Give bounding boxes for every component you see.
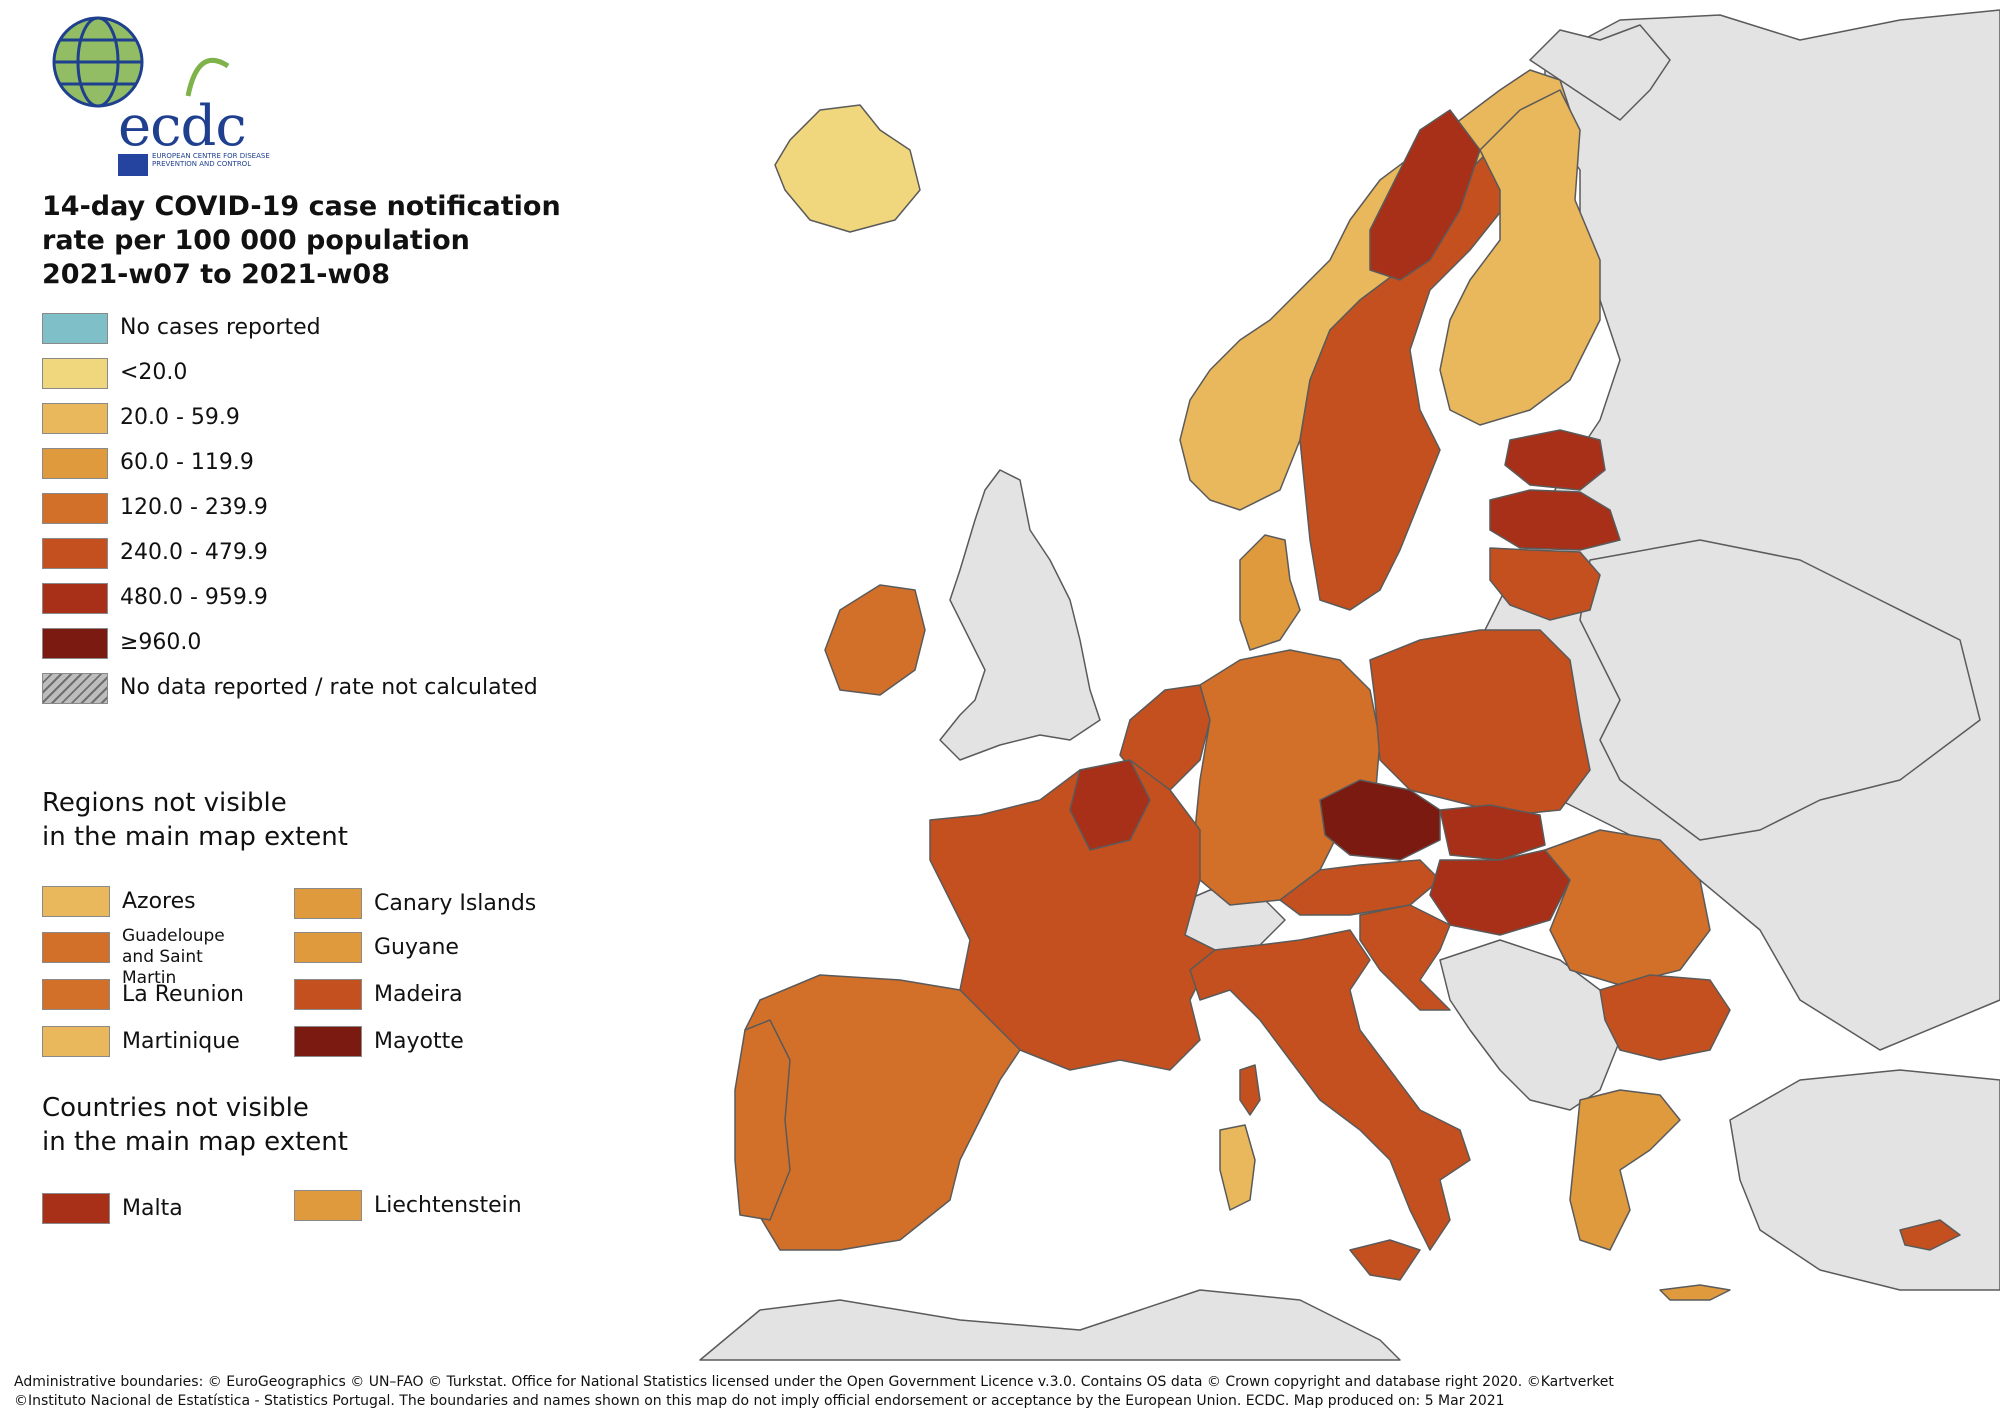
- lithuania: [1489, 547, 1601, 621]
- region-label: Martinique: [122, 1029, 240, 1054]
- country-label: Malta: [122, 1196, 183, 1221]
- countries-header: Countries not visible in the main map ex…: [42, 1091, 348, 1159]
- cyprus: [1899, 1219, 1961, 1251]
- legend-swatch: [42, 313, 108, 344]
- region-label: Madeira: [374, 982, 463, 1007]
- map-title: 14-day COVID-19 case notification rate p…: [42, 190, 602, 292]
- logo-wordmark: ecdc: [118, 94, 247, 159]
- region-label: Canary Islands: [374, 891, 537, 916]
- legend-label: 120.0 - 239.9: [120, 495, 268, 520]
- legend-swatch: [42, 673, 108, 704]
- finland: [1439, 89, 1601, 426]
- regions-header-line-1: Regions not visible: [42, 788, 287, 818]
- region-swatch: [294, 979, 362, 1010]
- credits-line-1: Administrative boundaries: © EuroGeograp…: [14, 1374, 1614, 1390]
- map-credits: Administrative boundaries: © EuroGeograp…: [14, 1373, 1974, 1411]
- turkey: [1729, 1069, 2000, 1291]
- region-label: Mayotte: [374, 1029, 464, 1054]
- france-northeast: [1069, 759, 1151, 851]
- legend-label: <20.0: [120, 360, 188, 385]
- legend-label: No cases reported: [120, 315, 321, 340]
- legend-swatch: [42, 628, 108, 659]
- portugal: [734, 1019, 791, 1221]
- region-swatch: [294, 1026, 362, 1057]
- legend-label: 20.0 - 59.9: [120, 405, 240, 430]
- sicily: [1349, 1239, 1421, 1281]
- title-line-2: rate per 100 000 population: [42, 225, 470, 256]
- title-line-1: 14-day COVID-19 case notification: [42, 191, 561, 222]
- region-label: Guyane: [374, 935, 459, 960]
- slovenia-croatia: [1359, 904, 1451, 1011]
- legend-label: 240.0 - 479.9: [120, 540, 268, 565]
- region-swatch: [294, 888, 362, 919]
- eu-flag-icon: [118, 154, 148, 176]
- corsica: [1239, 1064, 1261, 1116]
- slovakia: [1439, 804, 1546, 861]
- legend-swatch: [42, 538, 108, 569]
- crete: [1659, 1284, 1731, 1301]
- ireland: [824, 584, 926, 696]
- greece: [1569, 1089, 1681, 1251]
- latvia: [1489, 489, 1621, 551]
- denmark: [1239, 534, 1301, 651]
- legend-swatch: [42, 403, 108, 434]
- region-swatch: [42, 886, 110, 917]
- region-swatch: [42, 979, 110, 1010]
- legend-swatch: [42, 493, 108, 524]
- sardinia: [1219, 1124, 1256, 1211]
- region-label: Guadeloupe and Saint Martin: [122, 926, 225, 988]
- united-kingdom: [939, 469, 1101, 761]
- credits-line-2: ©Instituto Nacional de Estatística - Sta…: [14, 1393, 1505, 1409]
- sweden: [1299, 139, 1521, 611]
- north-africa: [699, 1289, 1401, 1361]
- country-swatch: [42, 1193, 110, 1224]
- legend-label: 60.0 - 119.9: [120, 450, 254, 475]
- regions-header-line-2: in the main map extent: [42, 822, 348, 852]
- hungary: [1429, 849, 1571, 936]
- czechia: [1319, 779, 1441, 861]
- countries-header-line-1: Countries not visible: [42, 1093, 309, 1123]
- legend-swatch: [42, 583, 108, 614]
- iceland: [774, 104, 921, 233]
- title-line-3: 2021-w07 to 2021-w08: [42, 259, 390, 290]
- countries-header-line-2: in the main map extent: [42, 1127, 348, 1157]
- regions-header: Regions not visible in the main map exte…: [42, 786, 348, 854]
- region-label: Azores: [122, 889, 196, 914]
- bulgaria: [1599, 974, 1731, 1061]
- sweden-north: [1369, 109, 1481, 281]
- region-label: La Reunion: [122, 982, 244, 1007]
- legend-label: ≥960.0: [120, 630, 202, 655]
- country-swatch: [294, 1190, 362, 1221]
- ukraine-belarus: [1579, 539, 1981, 841]
- ecdc-logo: ecdc EUROPEAN CENTRE FOR DISEASE PREVENT…: [38, 6, 270, 176]
- region-swatch: [42, 932, 110, 963]
- logo-subtitle: EUROPEAN CENTRE FOR DISEASE PREVENTION A…: [152, 152, 270, 168]
- legend-label: 480.0 - 959.9: [120, 585, 268, 610]
- italy: [1189, 929, 1471, 1251]
- poland: [1369, 629, 1591, 816]
- region-swatch: [294, 932, 362, 963]
- country-label: Liechtenstein: [374, 1193, 522, 1218]
- romania: [1544, 829, 1711, 986]
- legend-label: No data reported / rate not calculated: [120, 675, 538, 700]
- legend-swatch: [42, 358, 108, 389]
- region-swatch: [42, 1026, 110, 1057]
- estonia: [1504, 429, 1606, 491]
- legend-swatch: [42, 448, 108, 479]
- norway-north-grey: [1529, 24, 1671, 121]
- globe-icon: [52, 16, 230, 108]
